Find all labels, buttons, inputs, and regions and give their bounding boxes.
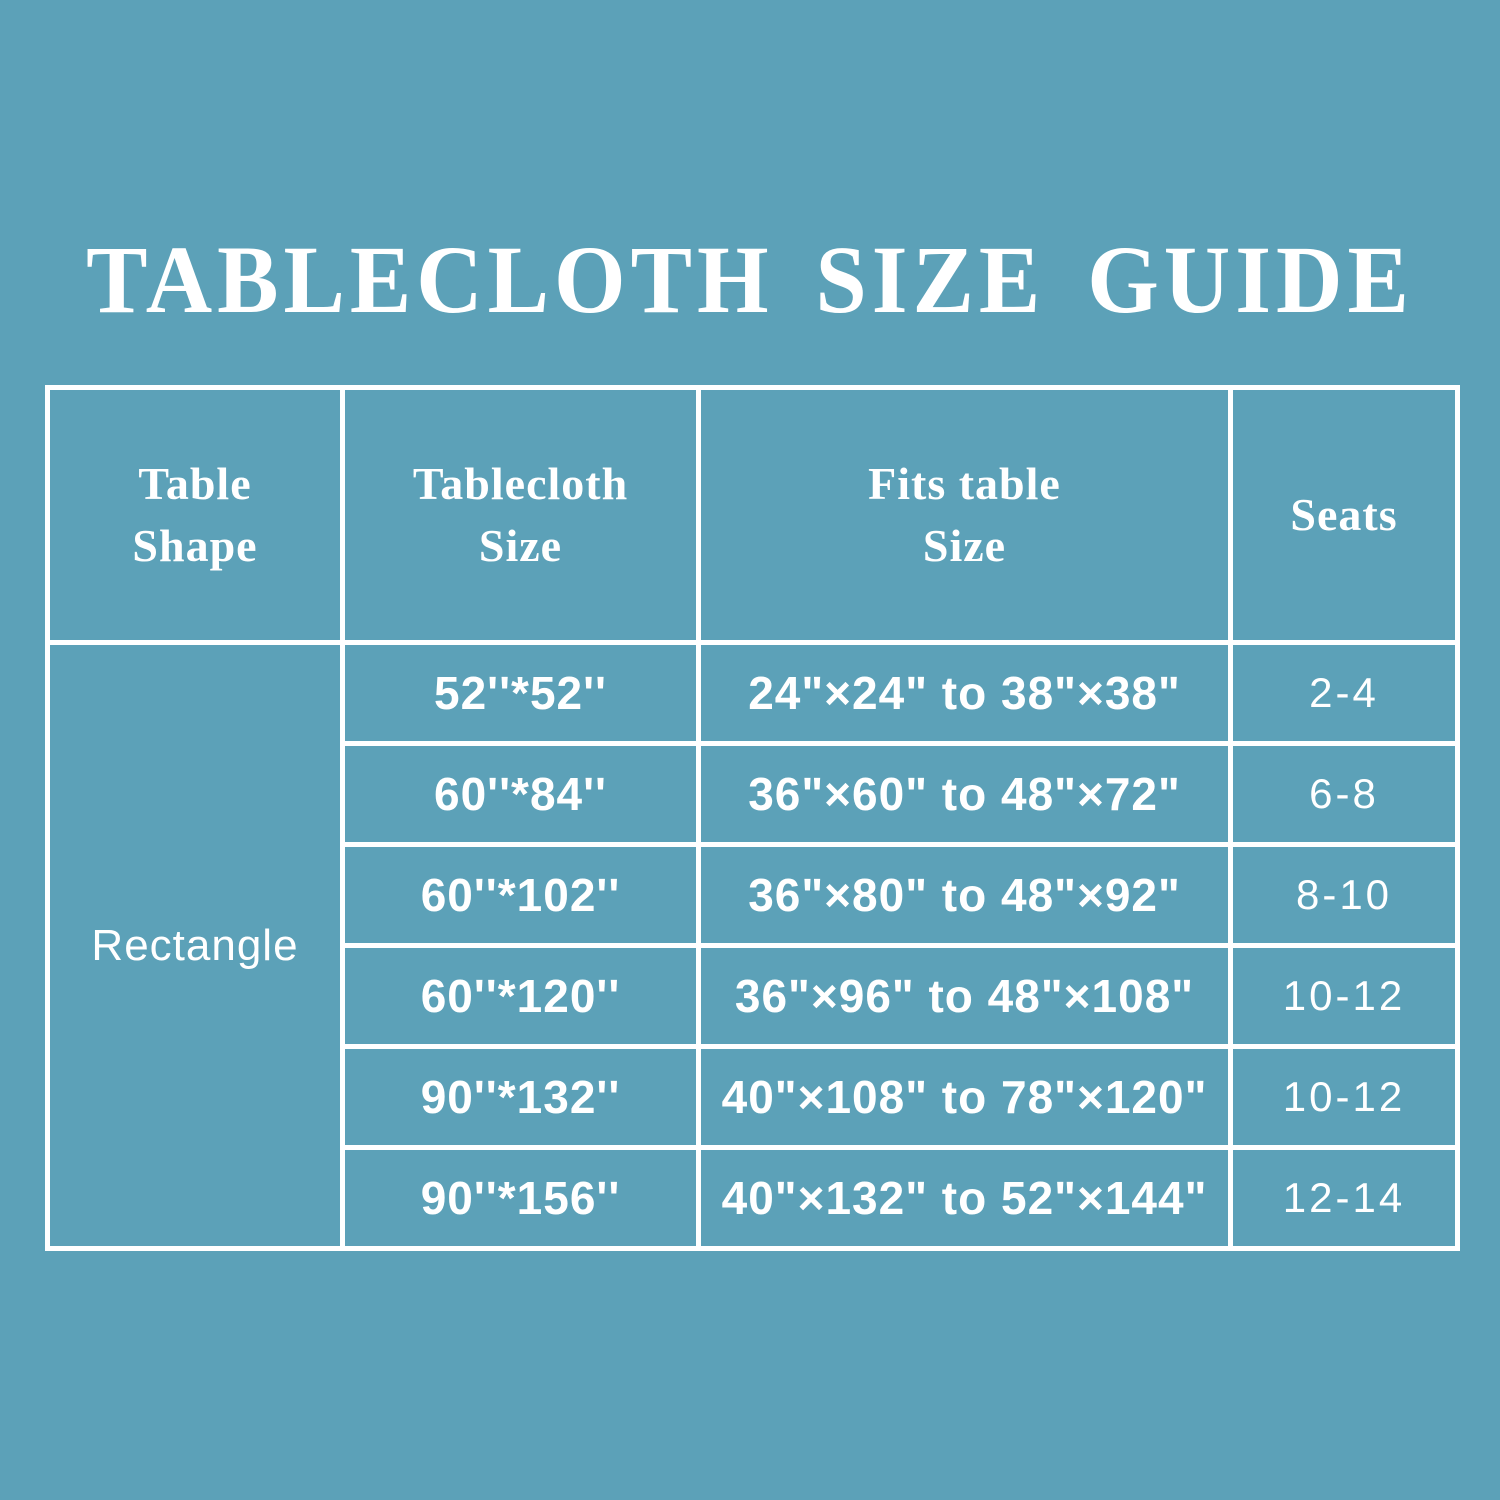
tablecloth-size-cell: 90''*132'' — [340, 1044, 701, 1150]
table-row: 90''*132'' 40"×108" to 78"×120" 10-12 — [48, 1044, 1460, 1150]
table-row: 60''*120'' 36"×96" to 48"×108" 10-12 — [48, 943, 1460, 1049]
table-row: 90''*156'' 40"×132" to 52"×144" 12-14 — [48, 1145, 1460, 1251]
seats-cell: 6-8 — [1228, 741, 1460, 847]
seats-cell: 10-12 — [1228, 943, 1460, 1049]
fits-table-size-cell: 24"×24" to 38"×38" — [696, 640, 1233, 746]
seats-cell: 12-14 — [1228, 1145, 1460, 1251]
table-row: 60''*102'' 36"×80" to 48"×92" 8-10 — [48, 842, 1460, 948]
tablecloth-size-cell: 90''*156'' — [340, 1145, 701, 1251]
header-table-shape: Table Shape — [45, 385, 345, 645]
table-row: 60''*84'' 36"×60" to 48"×72" 6-8 — [48, 741, 1460, 847]
header-seats: Seats — [1228, 385, 1460, 645]
seats-cell: 2-4 — [1228, 640, 1460, 746]
table-row: Rectangle 52''*52'' 24"×24" to 38"×38" 2… — [45, 640, 1460, 1251]
seats-cell: 8-10 — [1228, 842, 1460, 948]
header-fits-table-size: Fits table Size — [696, 385, 1233, 645]
tablecloth-size-cell: 60''*84'' — [340, 741, 701, 847]
fits-table-size-cell: 40"×132" to 52"×144" — [696, 1145, 1233, 1251]
tablecloth-size-cell: 60''*120'' — [340, 943, 701, 1049]
header-tablecloth-size: Tablecloth Size — [340, 385, 701, 645]
tablecloth-size-cell: 52''*52'' — [340, 640, 701, 746]
size-guide-table: Table Shape Tablecloth Size Fits table S… — [45, 385, 1460, 1251]
fits-table-size-cell: 40"×108" to 78"×120" — [696, 1044, 1233, 1150]
fits-table-size-cell: 36"×60" to 48"×72" — [696, 741, 1233, 847]
page-title: TABLECLOTH SIZE GUIDE — [86, 226, 1414, 334]
fits-table-size-cell: 36"×96" to 48"×108" — [696, 943, 1233, 1049]
header-row: Table Shape Tablecloth Size Fits table S… — [45, 385, 1460, 645]
fits-table-size-cell: 36"×80" to 48"×92" — [696, 842, 1233, 948]
table-shape-cell: Rectangle — [45, 640, 345, 1251]
tablecloth-size-cell: 60''*102'' — [340, 842, 701, 948]
seats-cell: 10-12 — [1228, 1044, 1460, 1150]
